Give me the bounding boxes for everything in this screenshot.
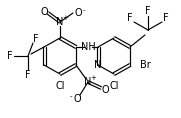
Text: +: + — [62, 15, 68, 21]
Text: F: F — [33, 34, 39, 44]
Text: O: O — [74, 8, 82, 18]
Text: O: O — [101, 85, 109, 95]
Text: O: O — [73, 94, 81, 104]
Text: F: F — [25, 70, 31, 80]
Text: Cl: Cl — [109, 81, 119, 91]
Text: -: - — [83, 7, 85, 13]
Text: F: F — [7, 51, 13, 61]
Text: N: N — [84, 77, 92, 87]
Text: Br: Br — [140, 60, 150, 70]
Text: +: + — [90, 75, 96, 81]
Text: N: N — [56, 17, 64, 27]
Text: NH: NH — [81, 42, 95, 52]
Text: F: F — [145, 6, 151, 16]
Text: F: F — [127, 13, 133, 23]
Text: O: O — [40, 7, 48, 17]
Text: F: F — [163, 13, 169, 23]
Text: -: - — [70, 93, 72, 99]
Text: N: N — [94, 60, 102, 70]
Text: Cl: Cl — [55, 81, 65, 91]
